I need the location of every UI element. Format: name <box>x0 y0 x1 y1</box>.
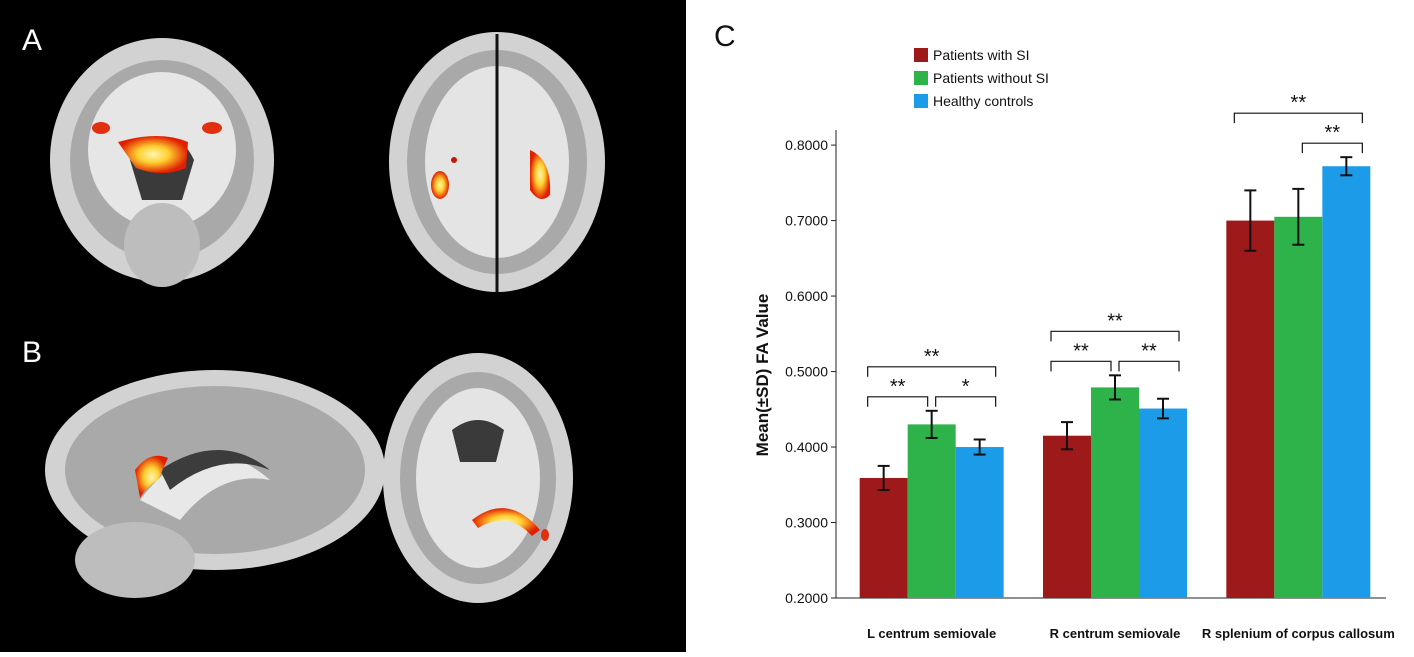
significance-bracket <box>867 396 929 407</box>
axial-slice-top <box>389 32 605 292</box>
significance-marker: ** <box>924 346 940 368</box>
y-tick-label: 0.7000 <box>785 213 828 229</box>
significance-bracket <box>935 396 997 407</box>
y-tick-label: 0.4000 <box>785 439 828 455</box>
brain-image-panel: A B <box>0 0 686 652</box>
legend-swatch <box>914 48 928 62</box>
significance-marker: ** <box>890 376 906 398</box>
legend-label: Patients with SI <box>933 47 1030 63</box>
significance-bracket <box>1118 360 1180 372</box>
legend-label: Patients without SI <box>933 70 1049 86</box>
panel-label-a: A <box>22 24 43 57</box>
y-tick-label: 0.8000 <box>785 137 828 153</box>
significance-marker: * <box>962 376 970 398</box>
bar <box>1274 216 1323 598</box>
significance-marker: ** <box>1107 310 1123 332</box>
x-category-label: L centrum semiovale <box>867 626 996 641</box>
significance-marker: ** <box>1141 340 1157 362</box>
x-category-label: R splenium of corpus callosum <box>1202 626 1395 641</box>
brain-slices-image <box>45 32 605 603</box>
significance-marker: ** <box>1325 122 1341 144</box>
axial-slice-bottom <box>383 353 573 603</box>
panel-label-b: B <box>22 336 43 369</box>
y-axis-label: Mean(±SD) FA Value <box>753 294 772 457</box>
sagittal-slice <box>45 370 385 598</box>
x-category-label: R centrum semiovale <box>1050 626 1181 641</box>
legend-label: Healthy controls <box>933 93 1033 109</box>
y-tick-label: 0.5000 <box>785 364 828 380</box>
significance-bracket <box>1301 142 1363 154</box>
y-tick-label: 0.3000 <box>785 515 828 531</box>
significance-marker: ** <box>1291 92 1307 114</box>
bar <box>1322 166 1371 599</box>
coronal-slice <box>50 38 274 287</box>
significance-marker: ** <box>1073 340 1089 362</box>
bar <box>907 424 956 598</box>
bar <box>955 447 1004 598</box>
y-tick-label: 0.2000 <box>785 590 828 606</box>
significance-bracket <box>1050 360 1112 372</box>
legend-swatch <box>914 71 928 85</box>
panel-label-c: C <box>714 20 736 53</box>
y-tick-label: 0.6000 <box>785 288 828 304</box>
significance-bracket <box>867 366 997 377</box>
significance-bracket <box>1050 330 1180 342</box>
bar <box>859 477 908 598</box>
bar <box>1226 220 1275 599</box>
legend-swatch <box>914 94 928 108</box>
bar-chart: Mean(±SD) FA Value 0.2000 0.3000 0.4000 0.5… <box>753 47 1395 641</box>
significance-bracket <box>1233 112 1363 124</box>
bar <box>1091 387 1139 598</box>
bar <box>1043 435 1091 598</box>
chart-panel: C Mean(±SD) FA Value 0.2000 0.3000 0.4000 0… <box>686 0 1414 652</box>
bar <box>1139 408 1187 598</box>
